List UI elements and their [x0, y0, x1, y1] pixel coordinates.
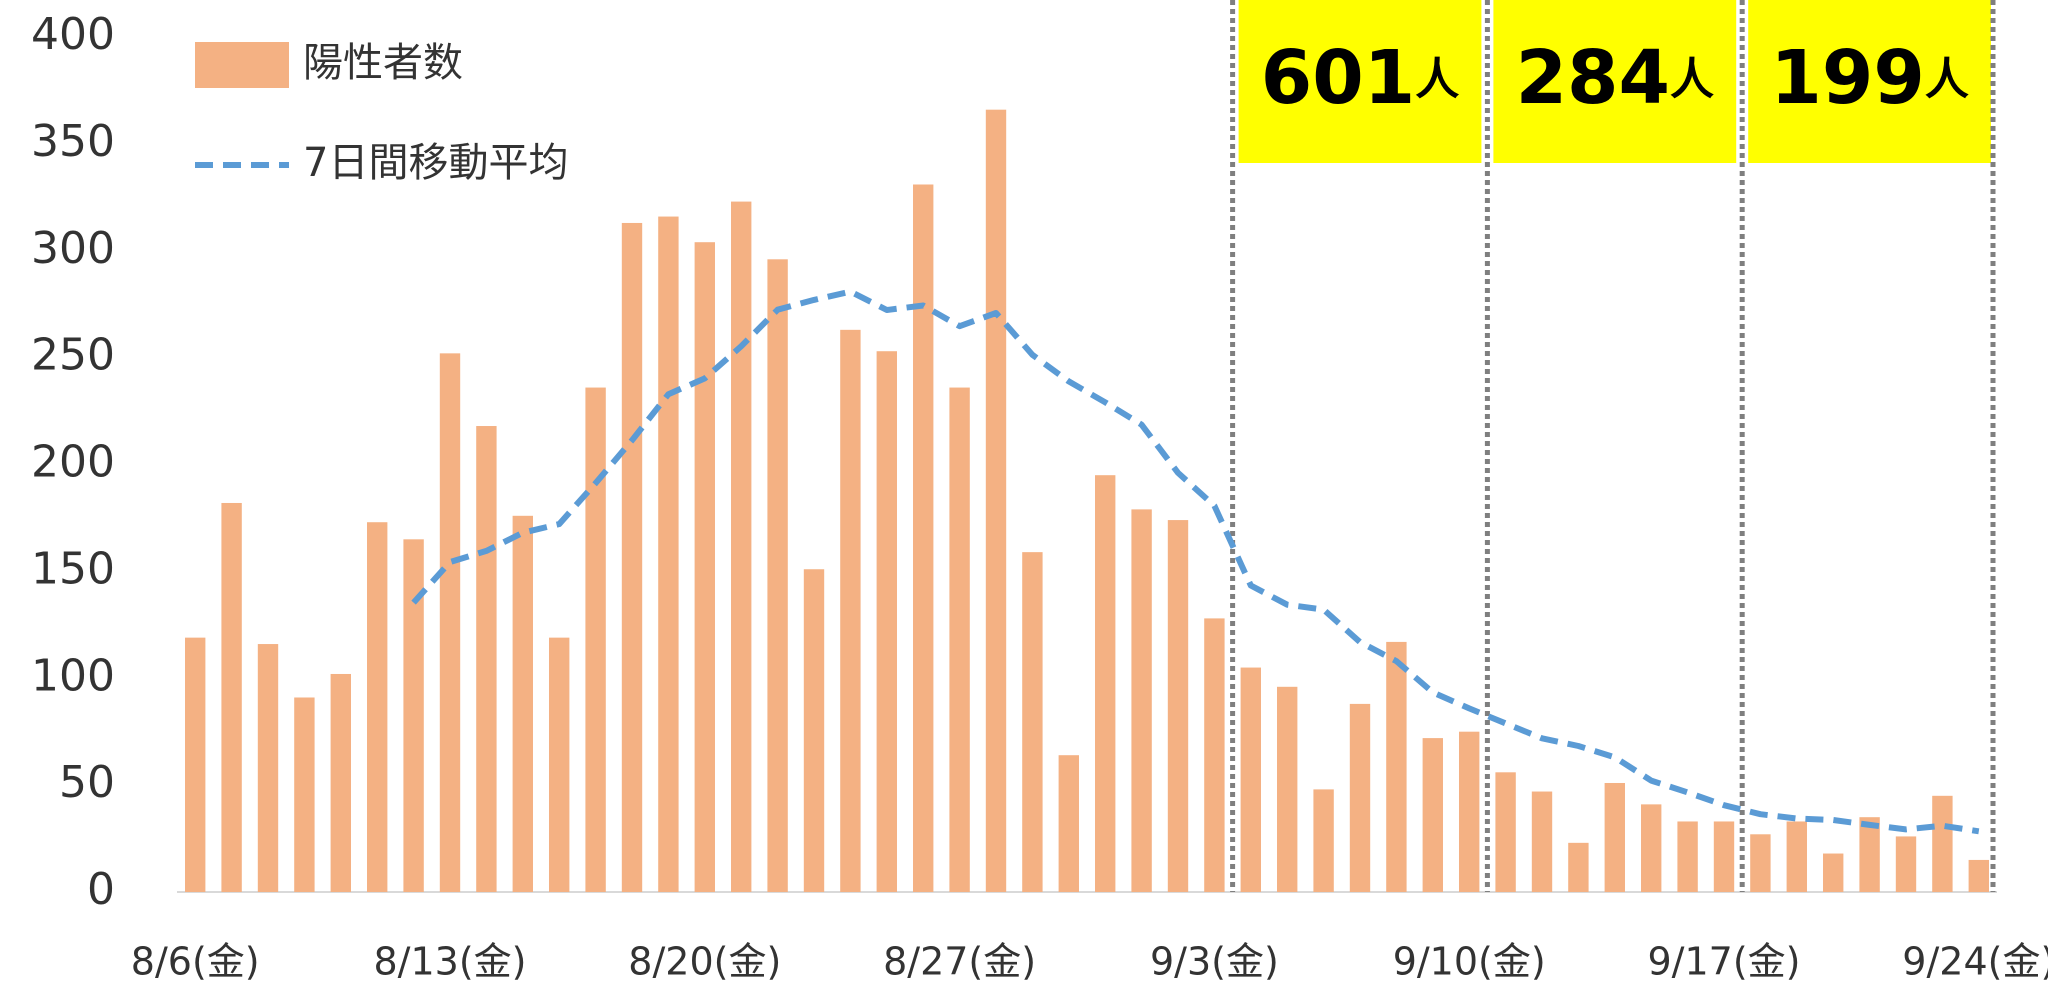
x-tick-label: 8/27(金) — [883, 940, 1036, 984]
bar — [476, 426, 497, 892]
bar — [767, 259, 788, 892]
legend-label: 7日間移動平均 — [303, 140, 568, 186]
bar — [403, 539, 424, 892]
bar — [367, 522, 388, 892]
x-tick-label: 9/24(金) — [1902, 940, 2048, 984]
bar — [1349, 703, 1371, 892]
bar — [1568, 842, 1589, 892]
bar — [658, 216, 679, 893]
x-tick-label: 9/17(金) — [1648, 940, 1801, 984]
annotation-value: 601 — [1261, 35, 1415, 121]
annotation-label: 284人 — [1516, 35, 1714, 121]
x-tick-label: 9/3(金) — [1150, 940, 1279, 984]
bar — [512, 515, 533, 892]
bar — [876, 351, 897, 892]
y-tick-label: 400 — [31, 9, 115, 60]
y-tick-label: 100 — [31, 650, 115, 701]
x-tick-label: 8/13(金) — [374, 940, 527, 984]
bar — [1495, 772, 1516, 892]
bar — [330, 673, 351, 892]
bar — [1750, 834, 1771, 892]
bar — [1859, 817, 1880, 892]
y-tick-label: 200 — [31, 437, 115, 488]
annotation-label: 199人 — [1770, 35, 1968, 121]
annotation-unit: 人 — [1925, 54, 1969, 105]
bar — [1677, 821, 1698, 892]
bar — [1386, 641, 1407, 892]
bar — [1968, 859, 1989, 892]
y-tick-label: 50 — [59, 757, 115, 808]
bar — [1313, 789, 1334, 892]
bar — [913, 184, 934, 893]
y-tick-label: 150 — [31, 543, 115, 594]
annotation-unit: 人 — [1670, 54, 1714, 105]
bar — [1932, 795, 1953, 892]
y-tick-label: 300 — [31, 223, 115, 274]
bar — [1131, 509, 1152, 892]
bar — [1895, 836, 1917, 892]
bar — [621, 222, 643, 892]
annotation-value: 284 — [1516, 35, 1670, 121]
y-tick-label: 0 — [87, 864, 115, 915]
bar — [731, 201, 752, 892]
annotation-box — [1238, 0, 1482, 163]
bar — [840, 329, 861, 892]
annotation-box — [1748, 0, 1991, 163]
bar — [1459, 731, 1480, 892]
bar — [1095, 475, 1116, 892]
bar — [1058, 755, 1079, 892]
bar — [439, 353, 461, 893]
x-tick-label: 9/10(金) — [1393, 940, 1546, 984]
annotation-unit: 人 — [1415, 54, 1459, 105]
bar — [549, 637, 570, 892]
bar — [1823, 853, 1844, 892]
bar — [803, 569, 825, 892]
bar — [1240, 667, 1261, 892]
bar — [1641, 804, 1662, 892]
y-tick-label: 250 — [31, 330, 115, 381]
annotation-value: 199 — [1770, 35, 1924, 121]
bar — [694, 242, 715, 892]
bar — [257, 644, 279, 892]
bar — [1786, 821, 1807, 892]
bar — [1604, 782, 1625, 892]
bar — [1167, 520, 1189, 892]
moving-average-line — [411, 288, 1980, 835]
bar — [949, 387, 970, 892]
bar — [985, 109, 1007, 893]
bar — [1713, 821, 1735, 892]
x-tick-label: 8/20(金) — [628, 940, 781, 984]
x-tick-label: 8/6(金) — [131, 940, 260, 984]
legend-swatch — [195, 42, 289, 88]
y-tick-label: 350 — [31, 116, 115, 167]
annotation-label: 601人 — [1261, 35, 1459, 121]
bar — [1277, 686, 1298, 892]
bar — [294, 697, 315, 892]
bar — [1022, 552, 1043, 892]
legend-label: 陽性者数 — [303, 40, 463, 86]
bar — [585, 387, 606, 892]
bar — [221, 502, 242, 892]
bar — [185, 637, 206, 892]
bar — [1531, 791, 1553, 892]
bar — [1422, 738, 1443, 892]
annotation-box — [1493, 0, 1737, 163]
bar — [1204, 618, 1225, 892]
